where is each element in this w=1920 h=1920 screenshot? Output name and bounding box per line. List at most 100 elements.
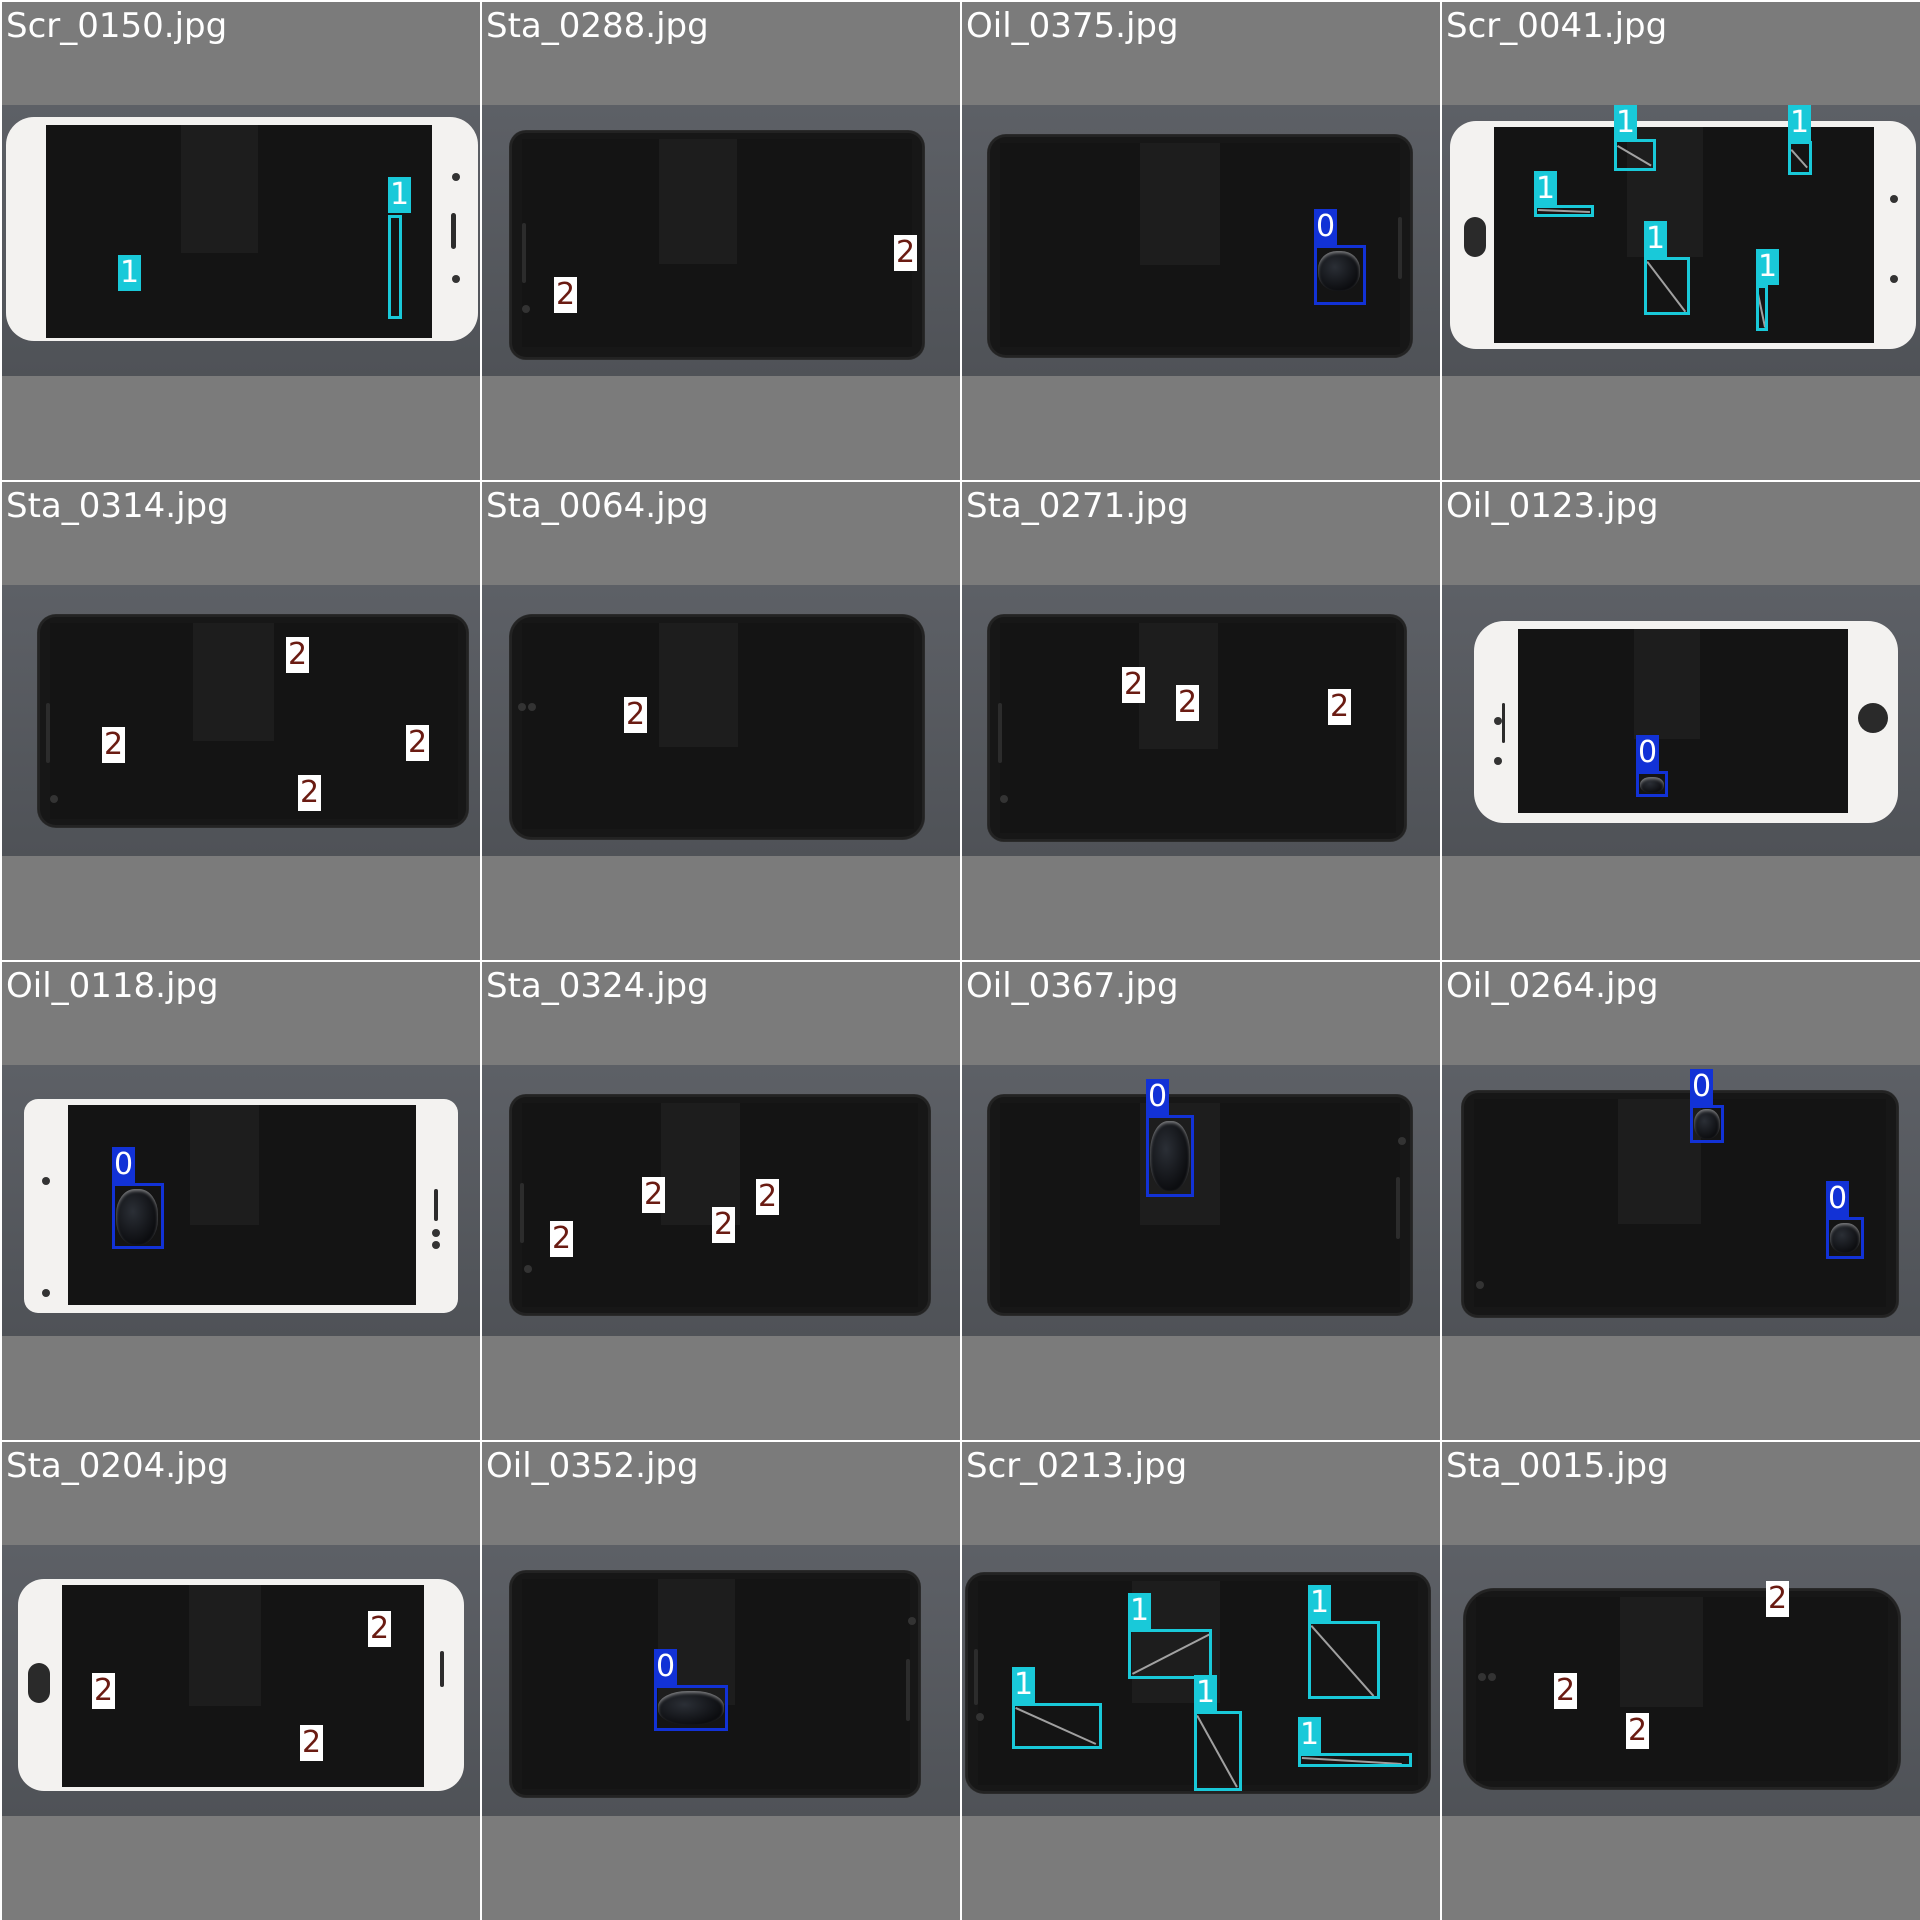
image-tile[interactable]: Oil_0352.jpg 0 — [482, 1442, 960, 1920]
sensor-dot — [1476, 1281, 1484, 1289]
bounding-box — [1788, 141, 1812, 175]
screen-reflection — [1620, 1597, 1703, 1708]
image-filename: Sta_0271.jpg — [966, 486, 1189, 526]
sensor-dot — [432, 1229, 440, 1237]
screen-reflection — [188, 1585, 262, 1707]
sensor-dot — [452, 275, 460, 283]
screen-reflection — [192, 623, 275, 741]
bounding-box — [1644, 257, 1690, 315]
sensor-dot — [452, 173, 460, 181]
class-label: 2 — [300, 1725, 324, 1761]
sensor-dot — [1398, 1137, 1406, 1145]
bounding-box — [654, 1685, 728, 1731]
image-filename: Oil_0264.jpg — [1446, 966, 1659, 1006]
class-label: 0 — [1314, 209, 1338, 245]
class-label: 2 — [92, 1673, 116, 1709]
class-label: 2 — [624, 697, 648, 733]
phone-photo: 1 1 1 1 1 — [1442, 105, 1920, 376]
speaker-grille — [46, 703, 50, 763]
image-tile[interactable]: Oil_0367.jpg 0 — [962, 962, 1440, 1440]
phone-photo: 1 1 1 1 1 — [962, 1545, 1440, 1816]
sensor-dot — [50, 795, 58, 803]
speaker-grille — [998, 703, 1002, 763]
image-tile[interactable]: Scr_0213.jpg 1 1 1 1 1 — [962, 1442, 1440, 1920]
image-tile[interactable]: Oil_0123.jpg 0 — [1442, 482, 1920, 960]
class-label: 1 — [1788, 105, 1812, 141]
class-label: 1 — [1614, 105, 1638, 141]
sensor-dot — [1000, 795, 1008, 803]
image-filename: Scr_0041.jpg — [1446, 6, 1668, 46]
class-label: 0 — [1146, 1079, 1170, 1115]
image-filename: Scr_0213.jpg — [966, 1446, 1188, 1486]
image-tile[interactable]: Sta_0271.jpg 2 2 2 — [962, 482, 1440, 960]
speaker-grille — [434, 1189, 438, 1221]
sensor-dot — [1478, 1673, 1486, 1681]
oil-stain — [1830, 1223, 1860, 1253]
class-label: 1 — [1534, 171, 1558, 207]
oil-stain — [116, 1189, 158, 1245]
class-label: 1 — [1308, 1585, 1332, 1621]
phone-screen — [1494, 127, 1874, 343]
home-button — [28, 1663, 50, 1703]
class-label: 1 — [388, 177, 412, 213]
bounding-box — [1308, 1621, 1380, 1699]
sensor-dot — [42, 1177, 50, 1185]
image-tile[interactable]: Oil_0375.jpg 0 — [962, 2, 1440, 480]
oil-stain — [1318, 251, 1360, 291]
image-tile[interactable]: Sta_0314.jpg 2 2 2 2 — [2, 482, 480, 960]
class-label: 2 — [550, 1221, 574, 1257]
class-label: 2 — [554, 277, 578, 313]
phone-screen — [1000, 1103, 1400, 1307]
class-label: 2 — [298, 775, 322, 811]
image-filename: Oil_0123.jpg — [1446, 486, 1659, 526]
phone-screen — [522, 1103, 918, 1307]
sensor-dot — [1494, 757, 1502, 765]
screen-reflection — [189, 1105, 260, 1225]
image-tile[interactable]: Scr_0150.jpg 1 1 — [2, 2, 480, 480]
screen-reflection — [658, 139, 737, 264]
bounding-box — [1756, 285, 1768, 331]
class-label: 1 — [1756, 249, 1780, 285]
class-label: 2 — [286, 637, 310, 673]
class-label: 1 — [118, 255, 142, 291]
class-label: 2 — [756, 1179, 780, 1215]
image-tile[interactable]: Sta_0204.jpg 2 2 2 — [2, 1442, 480, 1920]
image-tile[interactable]: Sta_0324.jpg 2 2 2 2 — [482, 962, 960, 1440]
image-filename: Sta_0204.jpg — [6, 1446, 229, 1486]
class-label: 2 — [1122, 667, 1146, 703]
image-tile[interactable]: Oil_0118.jpg 0 — [2, 962, 480, 1440]
image-filename: Oil_0367.jpg — [966, 966, 1179, 1006]
sensor-dot — [1494, 717, 1502, 725]
image-filename: Sta_0015.jpg — [1446, 1446, 1669, 1486]
phone-photo: 0 — [962, 105, 1440, 376]
sensor-dot — [1890, 195, 1898, 203]
sensor-dot — [432, 1241, 440, 1249]
class-label: 2 — [894, 235, 918, 271]
screen-reflection — [1140, 143, 1220, 266]
speaker-grille — [1502, 703, 1505, 743]
image-tile[interactable]: Sta_0288.jpg 2 2 — [482, 2, 960, 480]
bounding-box — [1194, 1711, 1242, 1791]
image-tile[interactable]: Oil_0264.jpg 0 0 — [1442, 962, 1920, 1440]
bounding-box — [1826, 1217, 1864, 1259]
sensor-dot — [976, 1713, 984, 1721]
image-tile[interactable]: Sta_0064.jpg 2 — [482, 482, 960, 960]
sensor-dot — [908, 1617, 916, 1625]
image-tile[interactable]: Scr_0041.jpg 1 1 1 1 1 — [1442, 2, 1920, 480]
oil-stain — [658, 1691, 724, 1725]
class-label: 2 — [1554, 1673, 1578, 1709]
class-label: 1 — [1012, 1667, 1036, 1703]
phone-screen — [1474, 1099, 1886, 1307]
image-tile[interactable]: Sta_0015.jpg 2 2 2 — [1442, 1442, 1920, 1920]
image-filename: Sta_0324.jpg — [486, 966, 709, 1006]
sensor-dot — [522, 305, 530, 313]
screen-reflection — [659, 623, 738, 747]
class-label: 0 — [1690, 1069, 1714, 1105]
image-filename: Sta_0314.jpg — [6, 486, 229, 526]
bounding-box — [1636, 771, 1668, 797]
